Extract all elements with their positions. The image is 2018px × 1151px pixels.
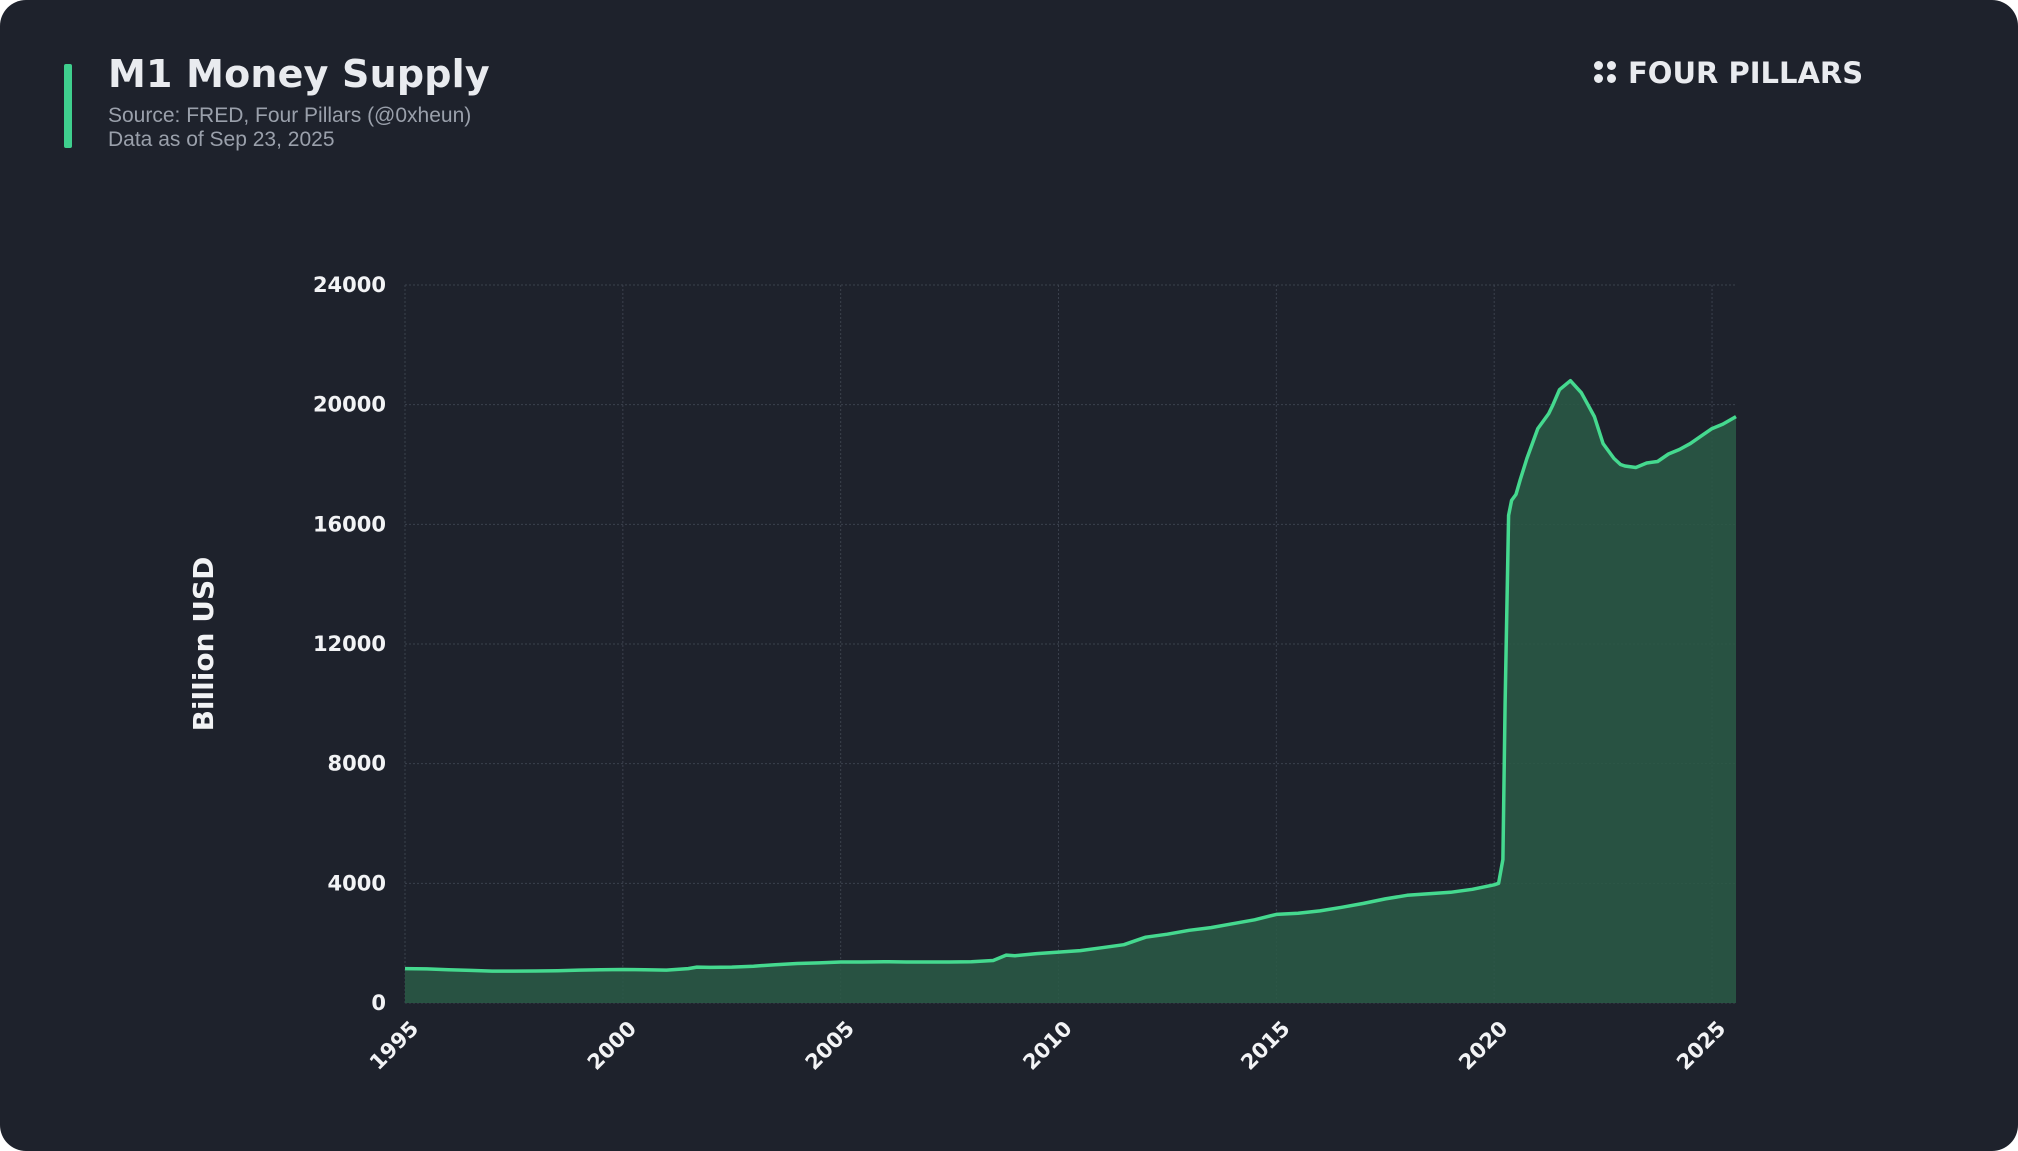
- x-tick-label: 2000: [583, 1016, 641, 1074]
- brand-name: FOUR PILLARS: [1628, 56, 1864, 90]
- chart-title: M1 Money Supply: [108, 52, 490, 96]
- x-tick-label: 2020: [1454, 1016, 1512, 1074]
- x-tick-label: 2015: [1236, 1016, 1294, 1074]
- source-note: Source: FRED, Four Pillars (@0xheun): [108, 104, 472, 127]
- y-tick-label: 8000: [328, 752, 386, 776]
- x-axis-ticks: 1995 2000 2005 2010 2015 2020 2025: [365, 1016, 1730, 1074]
- y-axis-ticks: 0 4000 8000 12000 16000 20000 24000: [313, 273, 386, 1015]
- y-tick-label: 0: [371, 991, 386, 1015]
- x-tick-label: 2010: [1019, 1016, 1077, 1074]
- y-tick-label: 4000: [328, 871, 386, 895]
- brand-logo: FOUR PILLARS: [1594, 56, 1863, 90]
- x-tick-label: 2025: [1672, 1016, 1730, 1074]
- y-axis-title: Billion USD: [187, 557, 220, 732]
- y-tick-label: 12000: [313, 632, 386, 656]
- title-accent-bar: [64, 64, 72, 148]
- y-tick-label: 20000: [313, 393, 386, 417]
- series-line: [404, 378, 1737, 973]
- x-tick-label: 1995: [365, 1016, 423, 1074]
- four-dots-icon: [1594, 61, 1618, 85]
- y-tick-label: 16000: [313, 512, 386, 536]
- data-date-note: Data as of Sep 23, 2025: [108, 128, 335, 151]
- x-tick-label: 2005: [801, 1016, 859, 1074]
- y-tick-label: 24000: [313, 273, 386, 297]
- series-area-fill: [405, 380, 1736, 1003]
